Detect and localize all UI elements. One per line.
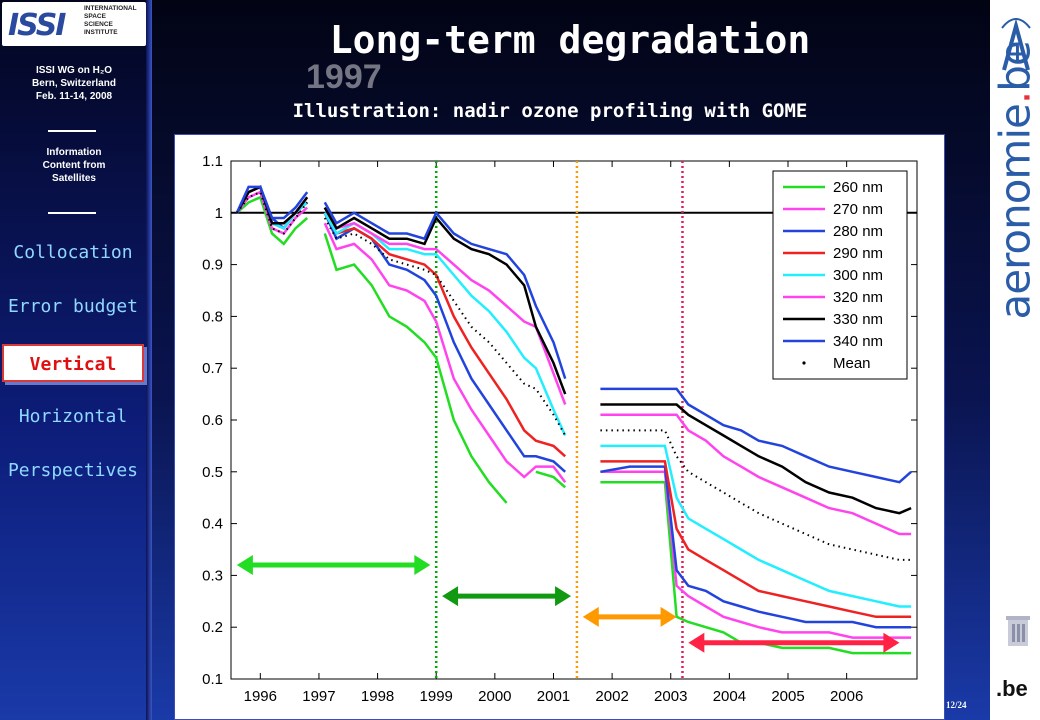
period-arrow-head <box>442 586 459 607</box>
y-tick-label: 0.1 <box>202 671 223 688</box>
series-line-260-nm <box>535 470 567 489</box>
legend-label: 290 nm <box>833 245 883 262</box>
workshop-info: ISSI WG on H₂O Bern, Switzerland Feb. 11… <box>4 64 144 103</box>
aeronomie-logo: aeronomie.be <box>991 41 1040 319</box>
series-line-280-nm <box>600 465 912 629</box>
x-tick-label: 1999 <box>420 688 453 705</box>
x-tick-label: 2003 <box>654 688 687 705</box>
period-arrow-head <box>582 606 599 627</box>
series-line-290-nm <box>323 212 567 458</box>
period-arrow-head <box>883 632 900 653</box>
series-line-340-nm <box>600 387 912 484</box>
aeronomie-be: be <box>990 41 1040 92</box>
logo-word: INSTITUTE <box>84 29 118 36</box>
slide-subtitle: Illustration: nadir ozone profiling with… <box>292 100 808 122</box>
slide-title: Long-term degradation <box>329 18 811 62</box>
divider <box>48 212 96 214</box>
x-tick-label: 2004 <box>713 688 746 705</box>
logo-word: INTERNATIONAL <box>84 5 137 12</box>
series-line-330-nm <box>600 403 912 515</box>
y-tick-label: 0.9 <box>202 257 223 274</box>
legend-label: 330 nm <box>833 311 883 328</box>
topic-line: Content from <box>42 160 106 171</box>
x-tick-label: 2001 <box>537 688 570 705</box>
series-line-330-nm <box>235 185 309 225</box>
y-tick-label: 0.6 <box>202 412 223 429</box>
y-tick-label: 0.5 <box>202 464 223 481</box>
nav-item-perspectives[interactable]: Perspectives <box>7 460 139 481</box>
y-tick-label: 1 <box>215 205 223 222</box>
topic-line: Information <box>46 147 102 158</box>
x-tick-label: 1998 <box>361 688 394 705</box>
legend-label: 300 nm <box>833 267 883 284</box>
nav-item-horizontal[interactable]: Horizontal <box>18 406 128 427</box>
series-line-260-nm <box>323 233 508 504</box>
workshop-line: ISSI WG on H₂O <box>35 65 113 76</box>
issi-logo: ISSI INTERNATIONAL SPACE SCIENCE INSTITU… <box>2 2 146 46</box>
series-line-320-nm <box>323 206 567 405</box>
x-tick-label: 1997 <box>302 688 335 705</box>
degradation-chart: 0.1 0.2 0.3 0.4 0.5 0.6 0.7 0.8 0.9 1 1.1 1996 1997 1… <box>202 153 918 705</box>
issi-logo-mark: ISSI <box>8 8 66 43</box>
x-tick-label: 2005 <box>771 688 804 705</box>
sidebar-edge <box>146 0 152 720</box>
series-line-330-nm <box>323 206 567 395</box>
y-tick-label: 0.3 <box>202 567 223 584</box>
series-line-290-nm <box>600 460 912 619</box>
x-tick-label: 2000 <box>478 688 511 705</box>
period-arrow-head <box>555 586 572 607</box>
nav-item-vertical[interactable]: Vertical <box>2 344 144 382</box>
legend-label: 270 nm <box>833 201 883 218</box>
series-line-260-nm <box>236 195 309 246</box>
nav-item-error-budget[interactable]: Error budget <box>7 296 139 317</box>
legend-marker <box>802 361 806 365</box>
y-tick-label: 0.4 <box>202 516 223 533</box>
workshop-line: Feb. 11-14, 2008 <box>35 91 113 102</box>
topic-line: Satellites <box>52 173 96 184</box>
x-tick-label: 2002 <box>595 688 628 705</box>
series-line-300-nm <box>600 444 912 608</box>
period-arrow-head <box>414 555 431 576</box>
series-line-340-nm <box>323 201 567 379</box>
period-arrow-head <box>688 632 705 653</box>
nav-item-collocation[interactable]: Collocation <box>13 242 133 263</box>
x-tick-label: 1996 <box>244 688 277 705</box>
y-tick-label: 0.8 <box>202 308 223 325</box>
series-line-270-nm <box>235 190 309 236</box>
legend-label: 340 nm <box>833 333 883 350</box>
page-number: 12/24 <box>946 700 967 710</box>
issi-logo-words: INTERNATIONAL SPACE SCIENCE INSTITUTE <box>84 5 137 37</box>
be-logo: .be <box>996 676 1028 701</box>
legend-label: 260 nm <box>833 179 883 196</box>
federal-science-policy-icon <box>1006 616 1030 646</box>
sidebar: ISSI INTERNATIONAL SPACE SCIENCE INSTITU… <box>0 0 152 720</box>
y-tick-label: 0.7 <box>202 360 223 377</box>
topic-info: Information Content from Satellites <box>4 146 144 185</box>
y-tick-label: 0.2 <box>202 619 223 636</box>
aeronomie-dot: . <box>990 91 1040 105</box>
divider <box>48 130 96 132</box>
legend-label: 280 nm <box>833 223 883 240</box>
y-tick-label: 1.1 <box>202 153 223 170</box>
legend-label: Mean <box>833 355 871 372</box>
logo-word: SCIENCE <box>84 21 113 28</box>
workshop-line: Bern, Switzerland <box>32 78 116 89</box>
ghost-year-text: 1997 <box>306 58 382 96</box>
aeronomie-a-logo-icon <box>1001 18 1031 71</box>
chart-panel: 0.1 0.2 0.3 0.4 0.5 0.6 0.7 0.8 0.9 1 1.1 1996 1997 1… <box>174 134 945 720</box>
period-arrow-head <box>660 606 677 627</box>
series-line-270-nm <box>323 222 567 483</box>
series-line-320-nm <box>600 413 912 536</box>
series-line-340-nm <box>235 185 309 220</box>
x-tick-label: 2006 <box>830 688 863 705</box>
aeronomie-word: aeronomie <box>990 104 1040 320</box>
logo-word: SPACE <box>84 13 106 20</box>
period-arrow-head <box>236 555 253 576</box>
right-branding-bar <box>990 0 1040 720</box>
legend-label: 320 nm <box>833 289 883 306</box>
